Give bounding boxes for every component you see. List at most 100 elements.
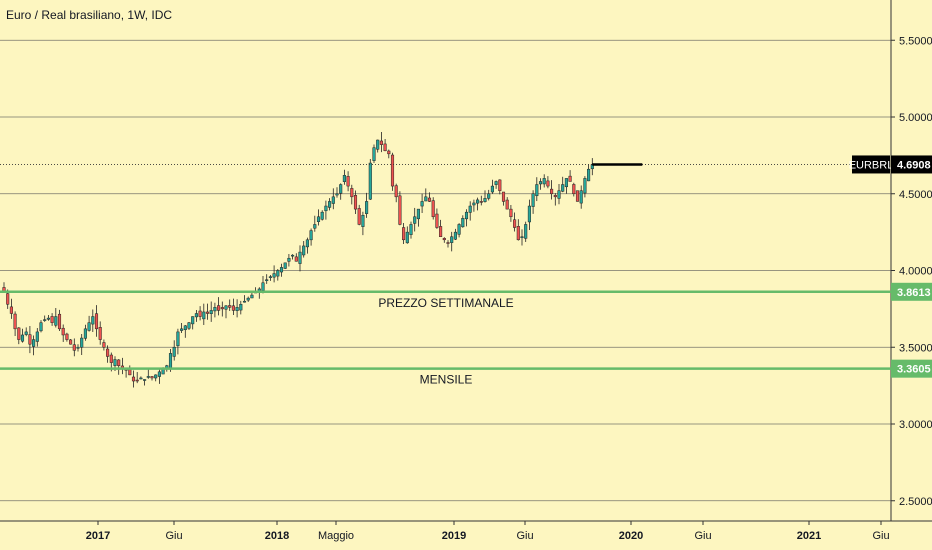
candle-body[interactable] — [335, 193, 339, 196]
candle-body[interactable] — [583, 178, 587, 194]
candle-body[interactable] — [313, 224, 317, 229]
candle-body[interactable] — [461, 218, 465, 228]
candle-body[interactable] — [331, 196, 335, 204]
candle-body[interactable] — [205, 311, 210, 314]
candle-body[interactable] — [46, 317, 50, 320]
candle-body[interactable] — [39, 322, 43, 332]
candle-body[interactable] — [154, 374, 158, 379]
candle-body[interactable] — [150, 376, 154, 379]
candle-body[interactable] — [157, 371, 161, 377]
candle-body[interactable] — [542, 178, 546, 185]
candle-body[interactable] — [9, 306, 13, 314]
candle-body[interactable] — [409, 224, 413, 235]
candle-body[interactable] — [194, 313, 198, 318]
candle-body[interactable] — [376, 139, 380, 150]
candle-body[interactable] — [442, 238, 446, 241]
candle-body[interactable] — [143, 379, 147, 381]
candle-body[interactable] — [572, 184, 576, 194]
candle-body[interactable] — [564, 178, 568, 188]
candle-body[interactable] — [32, 339, 36, 347]
candle-body[interactable] — [235, 307, 239, 312]
candle-body[interactable] — [76, 347, 80, 349]
candle-body[interactable] — [368, 162, 372, 200]
candle-body[interactable] — [180, 328, 184, 331]
candle-body[interactable] — [146, 376, 150, 378]
candle-body[interactable] — [446, 242, 450, 244]
candle-body[interactable] — [217, 305, 221, 311]
candle-body[interactable] — [72, 344, 76, 351]
candle-body[interactable] — [224, 305, 228, 310]
candle-body[interactable] — [365, 201, 369, 214]
candle-body[interactable] — [568, 175, 572, 182]
candle-body[interactable] — [516, 226, 520, 241]
candle-body[interactable] — [339, 184, 343, 194]
candle-body[interactable] — [83, 328, 87, 339]
candle-body[interactable] — [494, 181, 498, 185]
candle-body[interactable] — [431, 200, 435, 218]
candle-body[interactable] — [483, 198, 487, 202]
candle-body[interactable] — [106, 348, 110, 357]
candle-body[interactable] — [231, 305, 235, 311]
candle-body[interactable] — [350, 188, 354, 198]
candle-body[interactable] — [250, 294, 254, 299]
candle-body[interactable] — [324, 205, 328, 212]
candle-body[interactable] — [346, 176, 350, 187]
candle-body[interactable] — [509, 208, 513, 218]
candle-body[interactable] — [202, 311, 206, 320]
candle-body[interactable] — [501, 191, 506, 202]
candle-body[interactable] — [328, 201, 332, 208]
candle-body[interactable] — [427, 197, 432, 202]
candle-body[interactable] — [505, 199, 509, 210]
candle-body[interactable] — [361, 214, 365, 227]
candle-body[interactable] — [246, 297, 250, 301]
candle-body[interactable] — [65, 333, 69, 340]
candle-body[interactable] — [531, 193, 535, 207]
candle-body[interactable] — [413, 216, 417, 224]
candle-body[interactable] — [98, 327, 102, 340]
candle-body[interactable] — [131, 376, 136, 382]
candle-body[interactable] — [261, 282, 265, 291]
candle-body[interactable] — [176, 331, 180, 347]
candle-body[interactable] — [13, 313, 17, 330]
candle-body[interactable] — [538, 181, 543, 185]
candle-body[interactable] — [513, 219, 517, 228]
candle-body[interactable] — [135, 379, 139, 382]
candle-body[interactable] — [498, 179, 502, 191]
candle-body[interactable] — [487, 193, 491, 199]
candle-body[interactable] — [20, 334, 25, 342]
candle-body[interactable] — [479, 201, 483, 203]
candle-body[interactable] — [305, 239, 309, 248]
candle-body[interactable] — [387, 150, 391, 155]
candle-body[interactable] — [468, 205, 472, 213]
candle-body[interactable] — [198, 310, 202, 317]
candle-body[interactable] — [209, 310, 213, 314]
candle-body[interactable] — [309, 230, 313, 241]
candle-body[interactable] — [294, 256, 298, 262]
candle-body[interactable] — [54, 316, 58, 326]
candle-body[interactable] — [342, 175, 346, 182]
candle-body[interactable] — [187, 322, 191, 329]
candle-body[interactable] — [372, 147, 376, 161]
candle-body[interactable] — [28, 334, 32, 345]
candle-body[interactable] — [524, 224, 528, 239]
candle-body[interactable] — [239, 304, 243, 311]
candle-body[interactable] — [91, 316, 95, 325]
candle-body[interactable] — [457, 224, 461, 235]
candle-body[interactable] — [550, 188, 554, 195]
candle-body[interactable] — [557, 190, 561, 199]
candle-body[interactable] — [464, 211, 469, 220]
candle-body[interactable] — [268, 276, 272, 278]
candle-body[interactable] — [191, 316, 195, 325]
candle-body[interactable] — [520, 236, 524, 238]
candle-body[interactable] — [80, 337, 84, 348]
candle-body[interactable] — [320, 211, 324, 220]
candle-body[interactable] — [398, 195, 402, 225]
candle-body[interactable] — [575, 190, 580, 202]
candle-body[interactable] — [579, 190, 583, 204]
candle-body[interactable] — [276, 270, 280, 277]
candle-body[interactable] — [316, 216, 321, 222]
candle-body[interactable] — [527, 205, 531, 223]
candle-body[interactable] — [472, 202, 476, 206]
candle-body[interactable] — [24, 331, 28, 335]
